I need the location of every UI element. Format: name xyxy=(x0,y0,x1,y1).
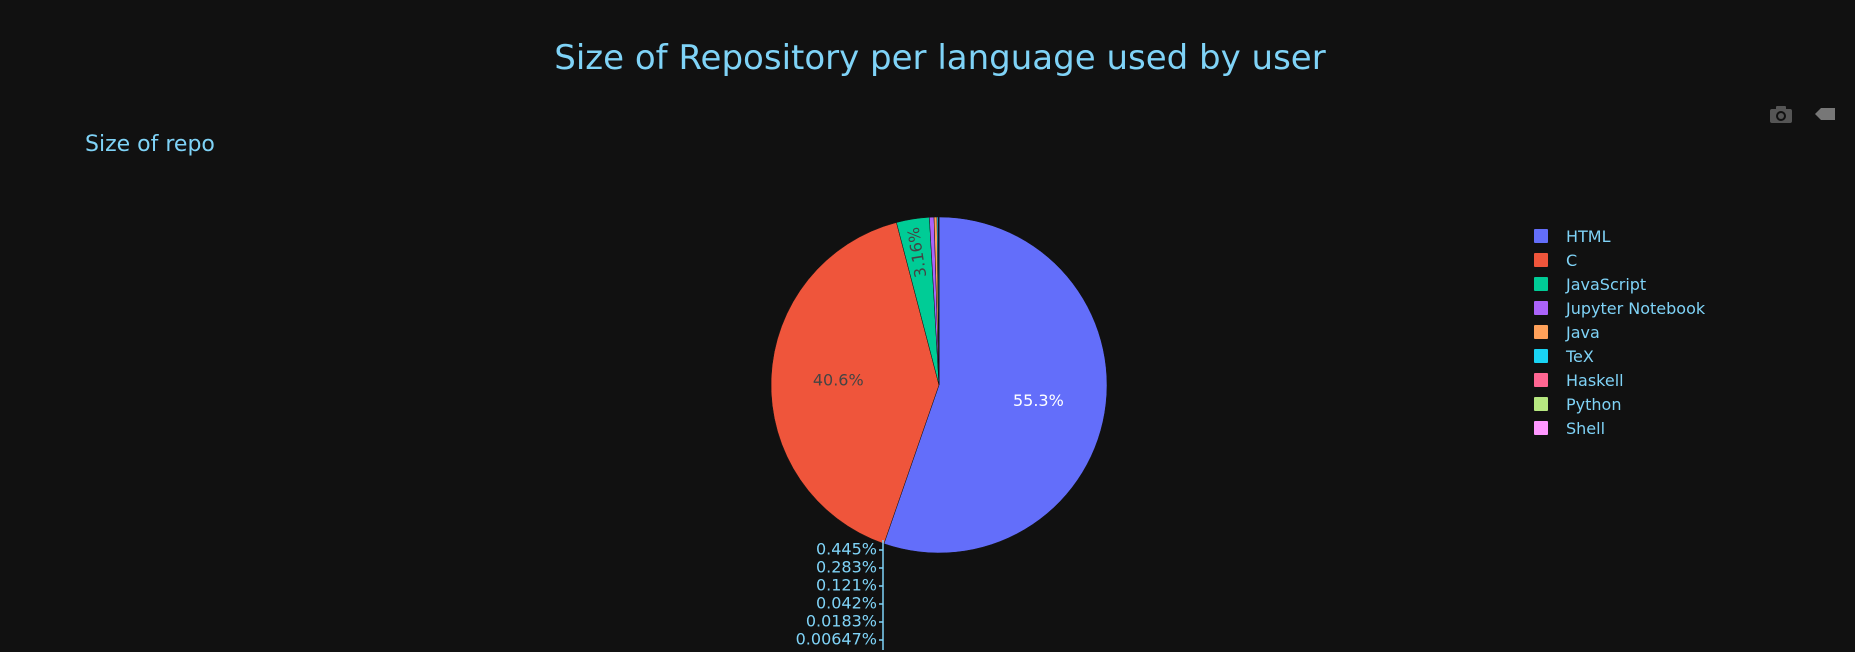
legend-swatch xyxy=(1534,349,1548,363)
legend: HTML C JavaScript Jupyter Notebook Java TeX Ha… xyxy=(1534,224,1705,440)
legend-item-html[interactable]: HTML xyxy=(1534,224,1705,248)
slice-label: 0.00647% xyxy=(796,630,877,649)
legend-swatch xyxy=(1534,397,1548,411)
legend-item-shell[interactable]: Shell xyxy=(1534,416,1705,440)
legend-item-javascript[interactable]: JavaScript xyxy=(1534,272,1705,296)
legend-swatch xyxy=(1534,373,1548,387)
slice-label: 0.283% xyxy=(816,558,877,577)
legend-label: Haskell xyxy=(1566,370,1624,390)
legend-swatch xyxy=(1534,253,1548,267)
slice-label: 0.042% xyxy=(816,594,877,613)
legend-label: Python xyxy=(1566,394,1622,414)
modebar xyxy=(1769,104,1837,124)
legend-label: TeX xyxy=(1566,346,1594,366)
slice-label: 0.121% xyxy=(816,576,877,595)
legend-item-tex[interactable]: TeX xyxy=(1534,344,1705,368)
legend-swatch xyxy=(1534,325,1548,339)
camera-icon[interactable] xyxy=(1769,104,1793,124)
legend-label: HTML xyxy=(1566,226,1611,246)
legend-item-haskell[interactable]: Haskell xyxy=(1534,368,1705,392)
pie-slice-c[interactable] xyxy=(770,222,940,545)
legend-label: Shell xyxy=(1566,418,1606,438)
legend-label: Jupyter Notebook xyxy=(1566,298,1706,318)
chart-subtitle: Size of repo xyxy=(85,132,215,157)
legend-label: C xyxy=(1566,250,1578,270)
legend-label: JavaScript xyxy=(1566,274,1647,294)
legend-item-java[interactable]: Java xyxy=(1534,320,1705,344)
legend-label: Java xyxy=(1566,322,1600,342)
plotly-logo-icon[interactable] xyxy=(1813,104,1837,124)
legend-swatch xyxy=(1534,277,1548,291)
slice-label: 0.445% xyxy=(816,540,877,559)
label-leader-lines xyxy=(879,540,884,650)
slice-label: 55.3% xyxy=(1013,391,1064,410)
pie-slice-html[interactable] xyxy=(883,216,1108,554)
legend-item-c[interactable]: C xyxy=(1534,248,1705,272)
slice-label: 0.0183% xyxy=(806,612,877,631)
slice-label: 40.6% xyxy=(813,371,864,390)
legend-item-python[interactable]: Python xyxy=(1534,392,1705,416)
legend-item-jupyter-notebook[interactable]: Jupyter Notebook xyxy=(1534,296,1705,320)
legend-swatch xyxy=(1534,421,1548,435)
chart-title: Size of Repository per language used by … xyxy=(554,38,1326,78)
legend-swatch xyxy=(1534,229,1548,243)
legend-swatch xyxy=(1534,301,1548,315)
